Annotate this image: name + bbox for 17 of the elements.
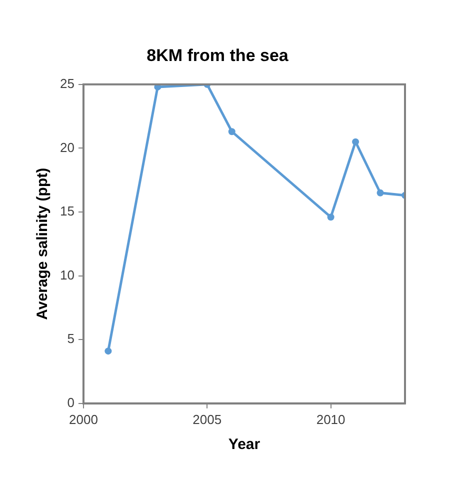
x-tick-label: 2005 — [192, 412, 222, 427]
y-tick-label: 20 — [60, 140, 74, 155]
y-tick-label: 25 — [60, 76, 74, 91]
y-axis-title: Average salinity (ppt) — [34, 168, 52, 320]
point — [352, 138, 360, 146]
point — [327, 214, 334, 221]
y-tick-label: 0 — [67, 394, 74, 410]
point — [376, 189, 384, 196]
y-tick-label: 10 — [60, 267, 74, 282]
point — [228, 128, 236, 136]
x-tick-label: 2010 — [316, 412, 346, 427]
x-tick-label: 2000 — [69, 412, 98, 427]
point — [104, 348, 112, 355]
chart-title: 8KM from the sea — [146, 46, 289, 65]
y-tick-label: 15 — [60, 204, 74, 219]
y-tick-label: 5 — [67, 331, 74, 346]
x-axis-title: Year — [228, 436, 260, 454]
